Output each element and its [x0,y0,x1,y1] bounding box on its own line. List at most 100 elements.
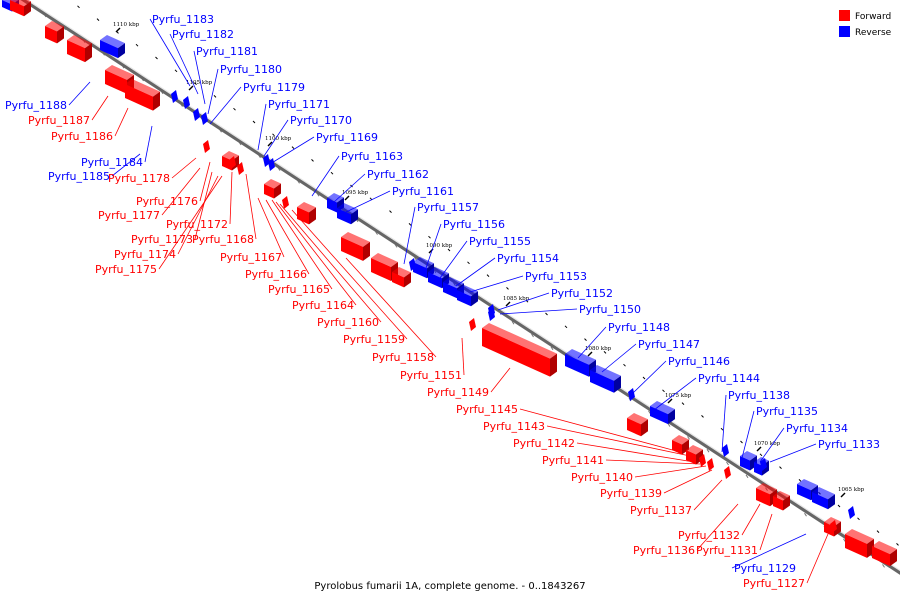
genome-title: Pyrolobus fumarii 1A, complete genome. -… [314,581,585,592]
label-connector [257,103,267,151]
label-connector [403,206,416,265]
forward-gene-block [773,491,790,511]
gene-label: Pyrfu_1143 [483,420,545,433]
scale-tick-label: 1100 kbp [265,136,292,142]
forward-gene-block [845,529,874,558]
forward-gene-small [203,140,210,153]
reverse-gene-small [183,96,190,109]
gene-label: Pyrfu_1153 [525,270,587,283]
label-connector [663,469,713,494]
gene-label: Pyrfu_1169 [316,131,378,144]
label-connector [693,479,723,511]
gene-label: Pyrfu_1154 [497,252,559,265]
label-connector [311,155,340,197]
forward-gene-block [872,541,897,567]
gene-label: Pyrfu_1175 [95,263,157,276]
label-connector [546,425,691,457]
reverse-gene-small [171,90,178,103]
legend: Forward Reverse [839,10,892,38]
label-connector [721,394,727,453]
gene-label: Pyrfu_1152 [551,287,613,300]
label-connector [275,201,357,306]
label-connector [759,427,785,463]
label-connector [425,223,442,269]
gene-label: Pyrfu_1129 [734,562,796,575]
reverse-gene-small [409,258,416,271]
gene-label: Pyrfu_1132 [678,529,740,542]
reverse-gene-small [848,506,855,519]
gene-label: Pyrfu_1140 [571,471,633,484]
label-connector [207,68,219,115]
label-connector [634,465,707,478]
gene-label: Pyrfu_1141 [542,454,604,467]
label-connector [741,503,761,536]
gene-label: Pyrfu_1186 [51,130,113,143]
legend-reverse-label: Reverse [855,28,892,38]
label-connector [741,410,755,459]
legend-reverse-swatch [839,26,850,37]
gene-label: Pyrfu_1174 [114,248,176,261]
forward-gene-block [67,35,92,63]
forward-gene-block [125,79,160,111]
label-connector [209,86,242,125]
gene-label: Pyrfu_1184 [81,156,143,169]
gene-label: Pyrfu_1188 [5,99,67,112]
forward-gene-small [282,196,289,209]
gene-label: Pyrfu_1136 [633,544,695,557]
forward-gene-small [707,458,714,471]
scale-tick-label: 1090 kbp [426,243,453,249]
reverse-gene-block [457,285,478,307]
forward-gene-small [699,454,706,467]
reverse-gene-block [590,365,621,393]
gene-label: Pyrfu_1163 [341,150,403,163]
forward-gene-block [297,202,316,225]
gene-label: Pyrfu_1155 [469,235,531,248]
label-connector [149,18,191,87]
scale-tick-label: 1110 kbp [113,22,140,28]
label-connector [161,167,201,216]
gene-label: Pyrfu_1150 [579,303,641,316]
label-connector [194,171,213,240]
gene-label: Pyrfu_1137 [630,504,692,517]
gene-label: Pyrfu_1185 [48,170,110,183]
label-connector [631,360,667,395]
gene-label: Pyrfu_1148 [608,321,670,334]
scale-ticks: 1110 kbp 1105 kbp 1100 kbp 1095 kbp 1090 kbp… [113,22,865,498]
gene-label: Pyrfu_1149 [427,386,489,399]
forward-gene-small [237,162,244,175]
gene-label: Pyrfu_1164 [292,299,354,312]
reverse-gene-block [812,487,835,510]
label-connector [576,442,695,463]
reverse-gene-small [201,112,208,125]
gene-label: Pyrfu_1147 [638,338,700,351]
gene-label: Pyrfu_1144 [698,372,760,385]
label-connector [265,199,310,275]
label-connector [114,107,129,137]
reverse-gene-small [193,108,200,121]
label-connector [455,257,496,287]
gene-label: Pyrfu_1170 [290,114,352,127]
label-connector [497,292,550,311]
gene-label: Pyrfu_1127 [743,577,805,590]
label-connector [601,343,637,373]
label-connector [271,199,333,290]
gene-label: Pyrfu_1165 [268,283,330,296]
scale-tick-label: 1075 kbp [665,393,692,399]
label-connector [490,367,511,393]
gene-label: Pyrfu_1159 [343,333,405,346]
gene-label: Pyrfu_1173 [131,233,193,246]
label-connector [499,308,578,315]
gene-label: Pyrfu_1139 [600,487,662,500]
label-connector [263,119,289,157]
label-connector [199,161,211,202]
label-connector [193,50,206,105]
reverse-gene-block [337,203,358,225]
label-connector [177,175,219,255]
label-connector [759,513,773,551]
gene-label: Pyrfu_1151 [400,369,462,382]
gene-label: Pyrfu_1160 [317,316,379,329]
gene-label: Pyrfu_1181 [196,45,258,58]
label-connector [144,125,153,163]
gene-label: Pyrfu_1178 [108,172,170,185]
